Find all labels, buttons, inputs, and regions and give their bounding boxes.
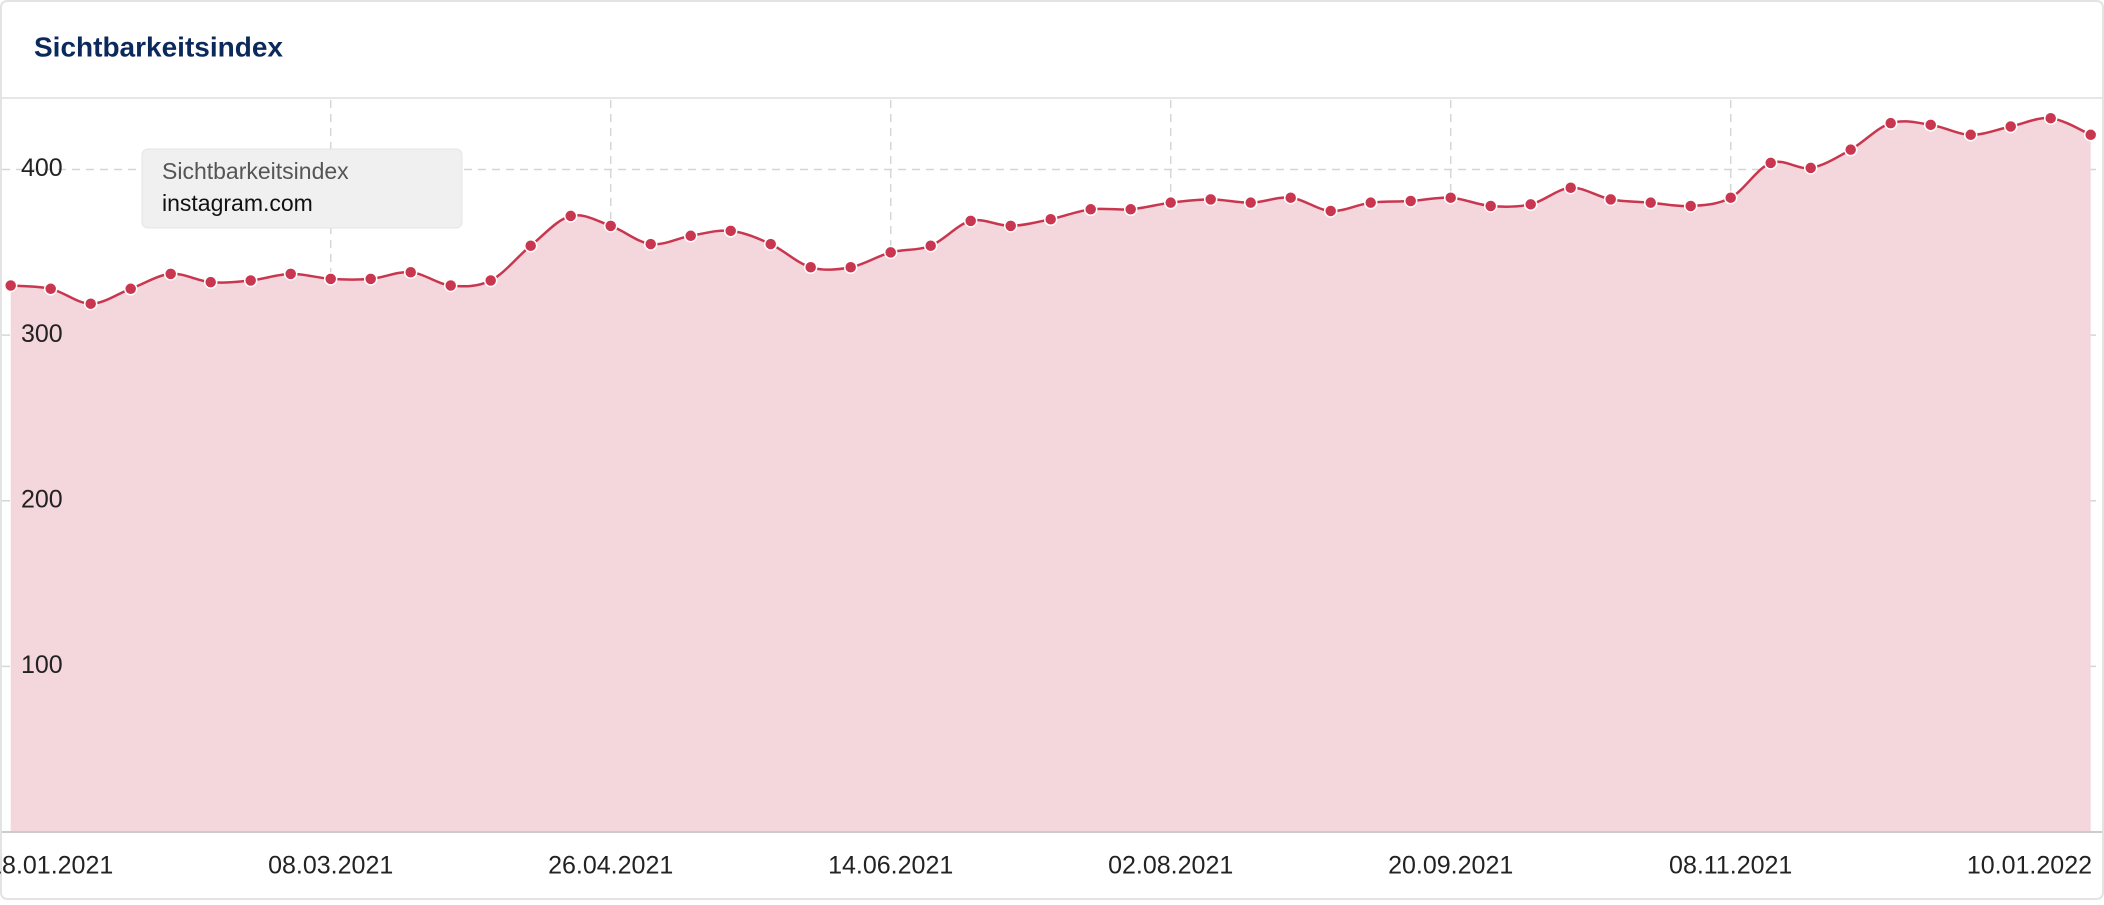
x-tick-label: 02.08.2021: [1108, 852, 1233, 880]
point: [763, 237, 778, 251]
point: [1043, 212, 1058, 226]
point: [1763, 156, 1778, 170]
point: [1163, 195, 1178, 210]
point: [1003, 219, 1018, 233]
y-tick-label: 300: [21, 320, 63, 348]
point: [83, 296, 98, 311]
point: [563, 209, 578, 223]
point: [1443, 190, 1458, 205]
point: [1403, 194, 1418, 208]
point: [163, 267, 178, 281]
point: [1883, 116, 1898, 130]
point: [243, 273, 258, 288]
point: [283, 267, 298, 281]
point: [1323, 204, 1338, 218]
plot-area: 100 200 300 400 18.01.2021 08.03.2021 26.04.20…: [0, 100, 2102, 880]
point: [1843, 142, 1858, 157]
tooltip-box: [141, 148, 463, 229]
x-tick-label: 14.06.2021: [828, 852, 953, 880]
point: [683, 229, 698, 243]
x-tick-label: 26.04.2021: [548, 852, 673, 880]
point: [1963, 128, 1978, 142]
point: [1563, 181, 1578, 195]
point: [203, 275, 218, 289]
tooltip: Sichtbarkeitsindex instagram.com: [141, 148, 463, 229]
point: [883, 245, 898, 260]
point: [1483, 199, 1498, 213]
point: [1643, 195, 1658, 210]
point: [2083, 128, 2098, 142]
point: [483, 273, 498, 288]
point: [1523, 197, 1538, 212]
point: [523, 238, 538, 253]
x-tick-label: 18.01.2021: [0, 852, 113, 880]
point: [363, 272, 378, 286]
point: [323, 272, 338, 286]
point: [643, 237, 658, 251]
point: [3, 278, 18, 293]
point: [603, 219, 618, 233]
point: [1923, 118, 1938, 132]
point: [1803, 161, 1818, 175]
x-tick-label: 20.09.2021: [1388, 852, 1513, 880]
x-tick-label: 08.11.2021: [1669, 852, 1792, 880]
point: [123, 282, 138, 296]
chart-title: Sichtbarkeitsindex: [34, 31, 283, 62]
point: [1283, 190, 1298, 205]
x-tick-label: 08.03.2021: [268, 852, 393, 880]
point: [1203, 192, 1218, 207]
point: [43, 282, 58, 296]
y-tick-label: 100: [21, 651, 63, 679]
area: [10, 118, 2091, 832]
point: [1603, 192, 1618, 207]
x-tick-label: 10.01.2022: [1967, 852, 2092, 880]
point: [2003, 119, 2018, 134]
point: [1723, 190, 1738, 205]
point: [2043, 111, 2058, 125]
point: [1683, 199, 1698, 213]
point: [963, 214, 978, 228]
point: [403, 265, 418, 279]
y-tick-label: 200: [21, 485, 63, 513]
y-tick-label: 400: [21, 154, 63, 182]
point: [723, 224, 738, 238]
point: [443, 278, 458, 293]
point: [923, 238, 938, 253]
point: [843, 260, 858, 275]
tooltip-label: Sichtbarkeitsindex: [162, 158, 349, 184]
point: [1083, 202, 1098, 217]
point: [1243, 195, 1258, 210]
point: [1123, 202, 1138, 217]
point: [803, 260, 818, 275]
tooltip-text: instagram.com: [162, 190, 313, 216]
point: [1363, 195, 1378, 210]
